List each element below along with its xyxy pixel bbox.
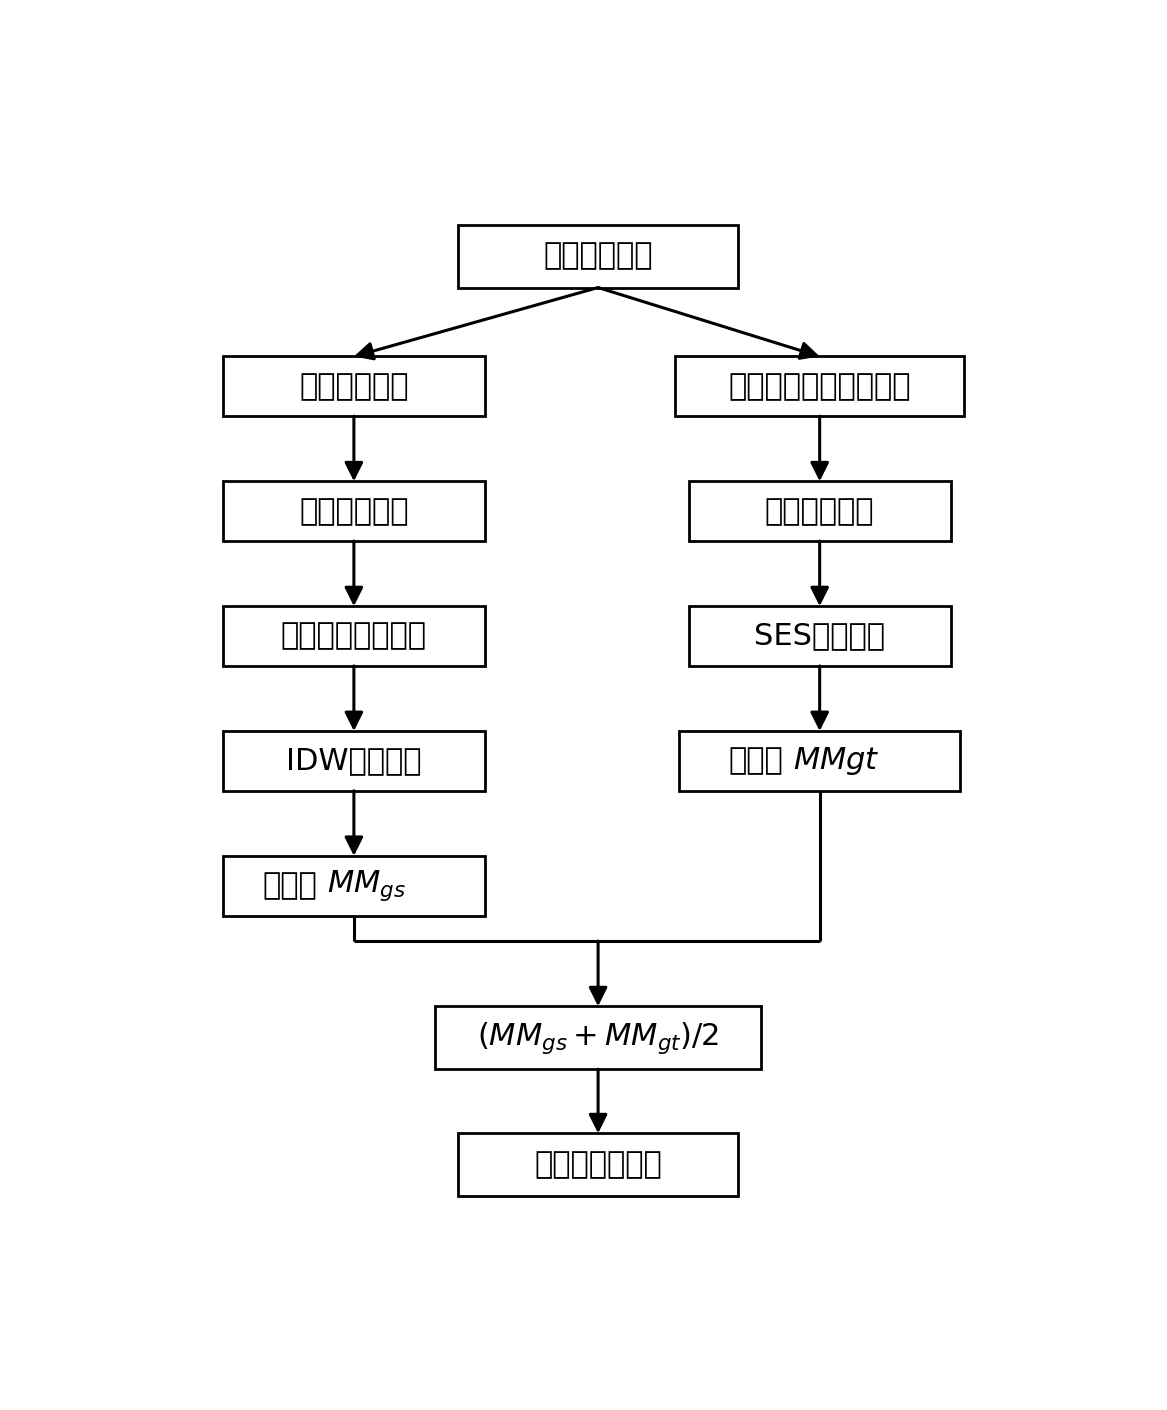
Bar — [223, 357, 485, 416]
Bar — [457, 1134, 739, 1196]
Bar — [223, 606, 485, 666]
Bar — [223, 856, 485, 915]
Text: 变形监测数据: 变形监测数据 — [544, 241, 652, 271]
Bar — [675, 357, 964, 416]
Bar — [689, 481, 951, 541]
Text: IDW权值分配: IDW权值分配 — [286, 746, 421, 776]
Text: 计算时间间隔（双向）: 计算时间间隔（双向） — [728, 372, 911, 400]
Text: 计算空间距离权值: 计算空间距离权值 — [281, 622, 427, 650]
Bar — [223, 730, 485, 791]
Bar — [689, 606, 951, 666]
Bar — [435, 1007, 761, 1069]
Bar — [679, 730, 959, 791]
Bar — [457, 224, 739, 288]
Text: $\mathit{MM}_{gs}$: $\mathit{MM}_{gs}$ — [327, 869, 406, 904]
Text: 预估计: 预估计 — [263, 871, 317, 900]
Bar — [223, 481, 485, 541]
Text: 初始化缺失数据: 初始化缺失数据 — [534, 1151, 662, 1179]
Text: 测点位置信息: 测点位置信息 — [299, 372, 408, 400]
Text: 预估计: 预估计 — [728, 746, 783, 776]
Text: 计算时间权值: 计算时间权值 — [764, 496, 874, 526]
Text: $(\mathit{MM}_{gs}+\mathit{MM}_{gt})/2$: $(\mathit{MM}_{gs}+\mathit{MM}_{gt})/2$ — [477, 1019, 719, 1056]
Text: $\mathit{MM}gt$: $\mathit{MM}gt$ — [792, 744, 880, 777]
Text: 计算空间距离: 计算空间距离 — [299, 496, 408, 526]
Text: SES权值分配: SES权值分配 — [754, 622, 886, 650]
